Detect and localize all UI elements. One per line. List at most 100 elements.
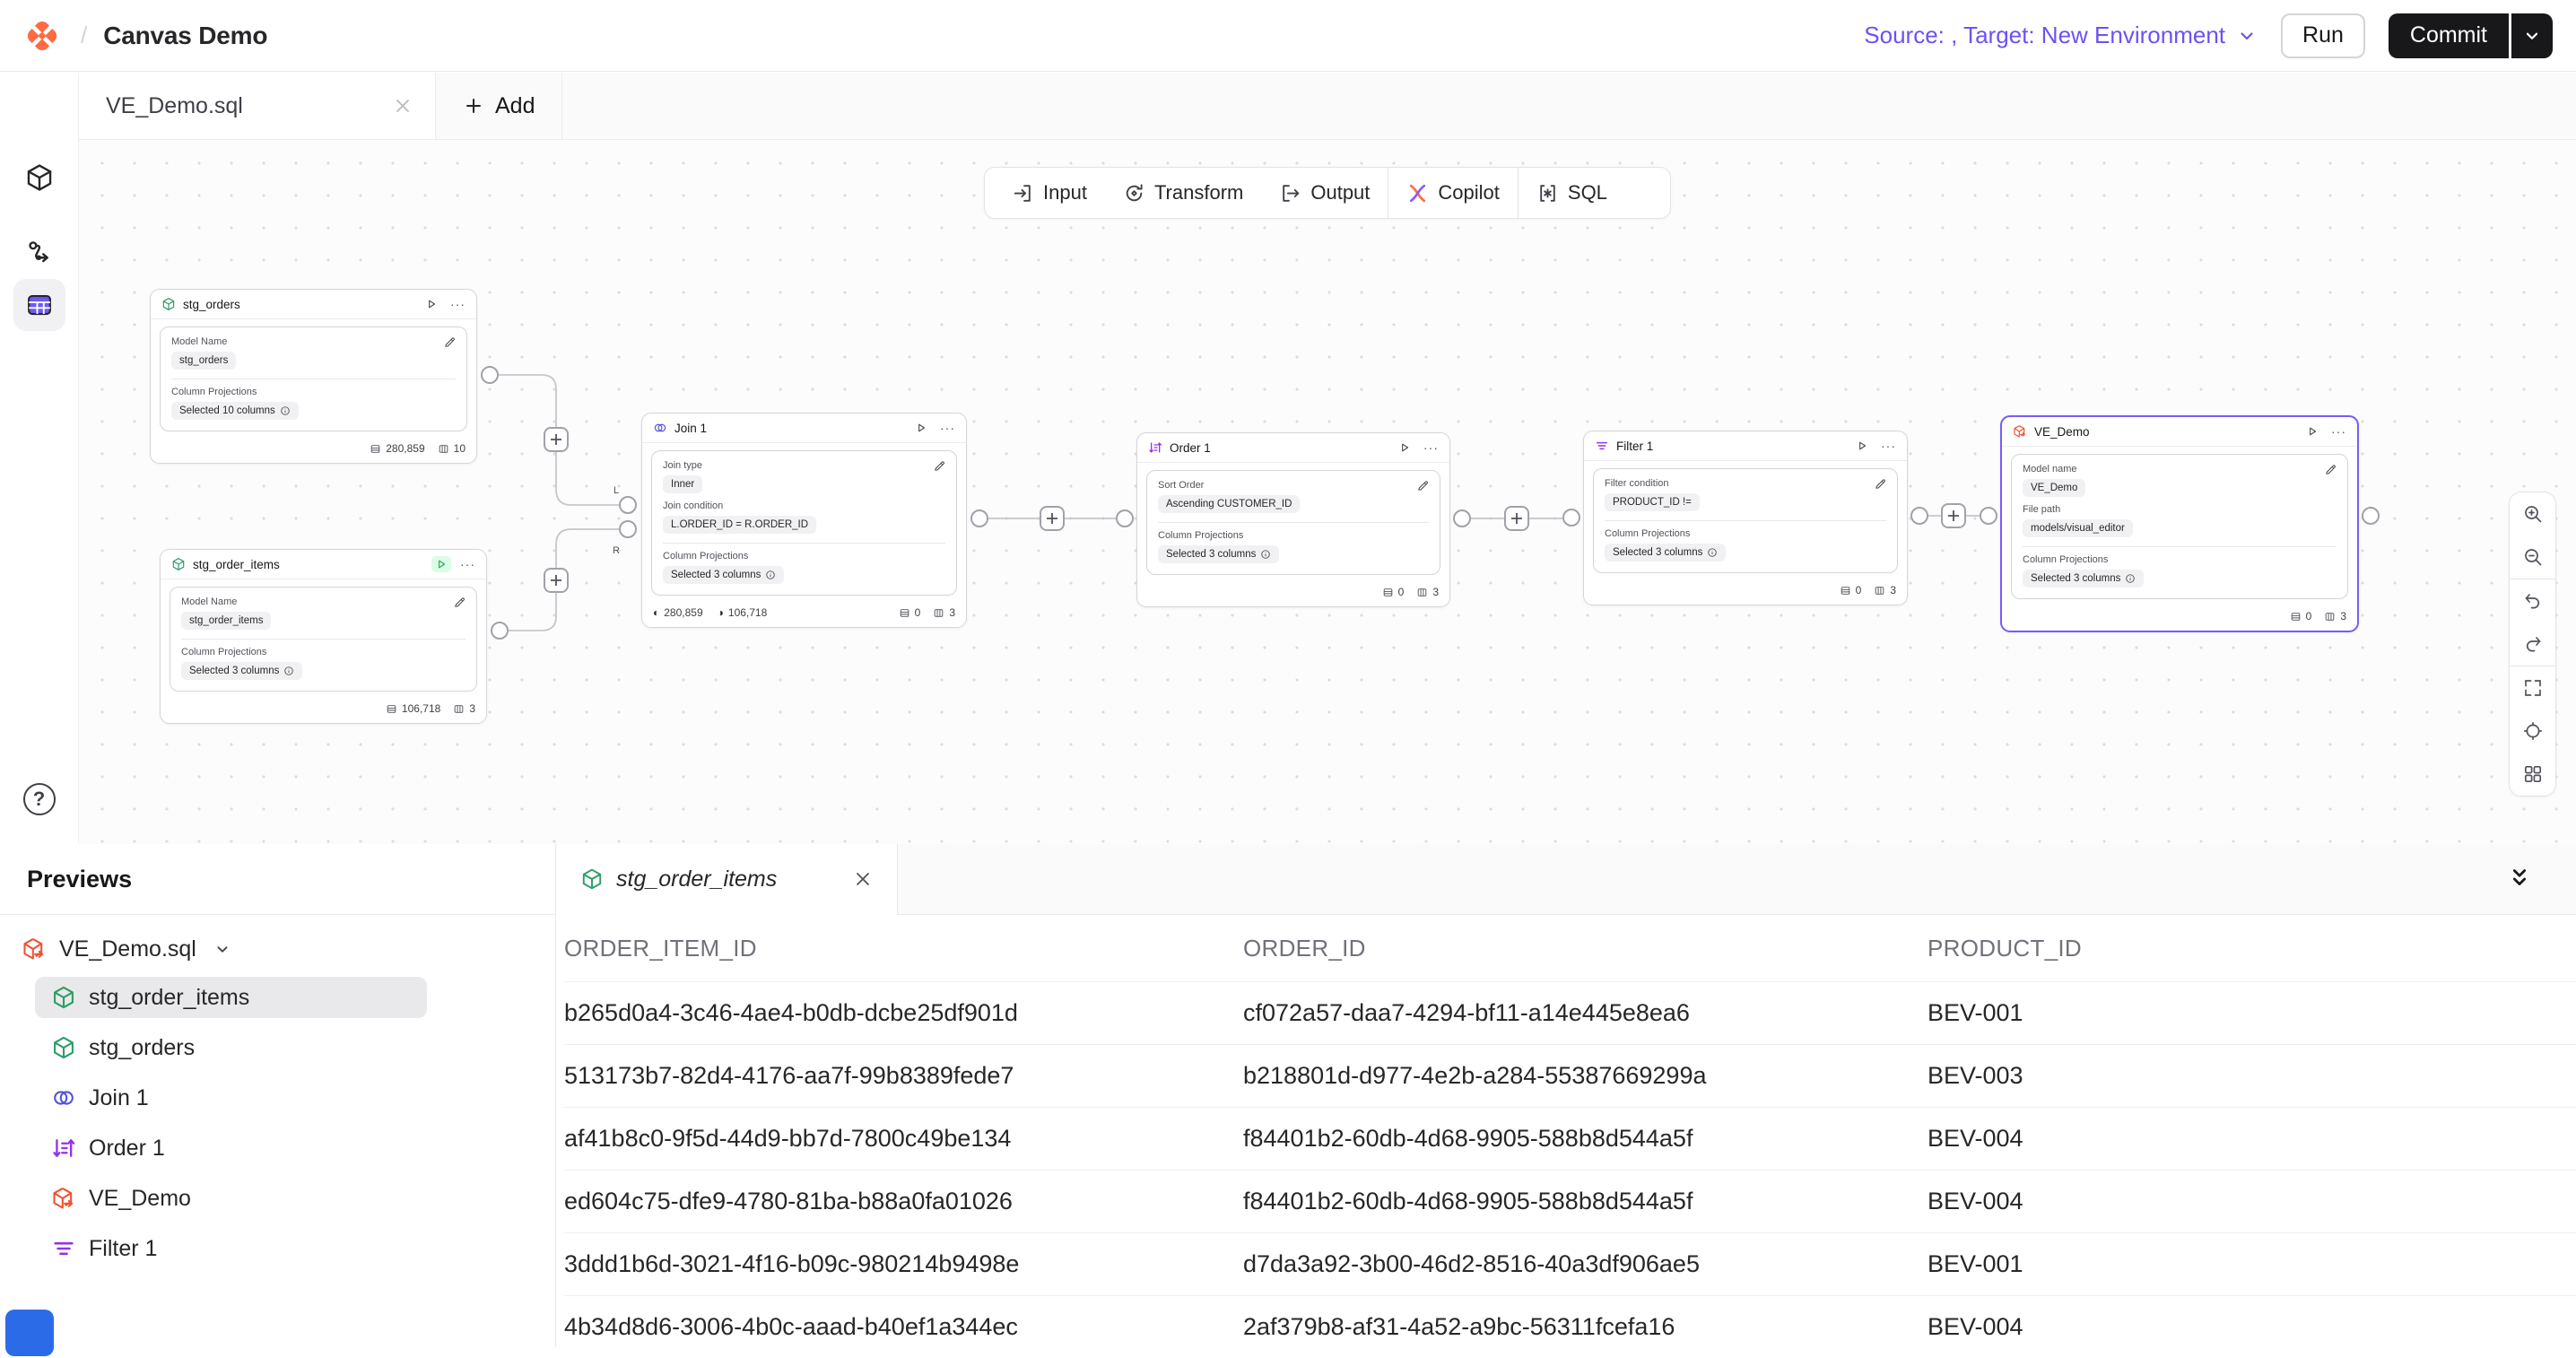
commit-split-button: Commit [2388, 13, 2553, 58]
tree-item-filter-1[interactable]: Filter 1 [0, 1223, 555, 1274]
field-value-chip[interactable]: models/visual_editor [2023, 519, 2133, 537]
canvas-node-filter-1[interactable]: Filter 1 ··· Filter condition PRODUCT_ID… [1583, 431, 1908, 605]
cube-icon [51, 985, 76, 1010]
field-value-chip[interactable]: Selected 3 columns [2023, 570, 2145, 588]
cell-order-id: 2af379b8-af31-4a52-a9bc-56311fcefa16 [1243, 1313, 1675, 1340]
zoom-in-icon[interactable] [2510, 492, 2555, 535]
commit-button[interactable]: Commit [2388, 13, 2509, 58]
tree-item-ve-demo[interactable]: VE_Demo [0, 1173, 555, 1223]
canvas[interactable]: L R Input Transform Output [79, 140, 2576, 844]
edit-icon[interactable] [2324, 463, 2337, 476]
field-value-chip[interactable]: Selected 10 columns [171, 402, 299, 420]
field-value-chip[interactable]: VE_Demo [2023, 479, 2086, 497]
add-node-on-edge-button[interactable] [544, 568, 569, 593]
tree-item-stg-orders[interactable]: stg_orders [0, 1023, 555, 1073]
tree-item-join-1[interactable]: Join 1 [0, 1073, 555, 1123]
column-header[interactable]: ORDER_ID [1243, 934, 1366, 962]
run-node-button[interactable] [1852, 438, 1872, 454]
node-title: Join 1 [674, 421, 708, 435]
toolbar-output-button[interactable]: Output [1261, 168, 1388, 218]
node-menu-button[interactable]: ··· [460, 557, 475, 571]
canvas-node-ve-demo[interactable]: VE_Demo ··· Model name VE_Demo File path… [2000, 415, 2359, 632]
cell-order-id: b218801d-d977-4e2b-a284-55387669299a [1243, 1062, 1707, 1089]
field-value-chip[interactable]: Selected 3 columns [1605, 544, 1727, 561]
field-value-chip[interactable]: Inner [663, 475, 703, 493]
run-node-button[interactable] [911, 420, 931, 436]
add-node-on-edge-button[interactable] [1040, 506, 1065, 531]
environment-selector[interactable]: Source: , Target: New Environment [1864, 22, 2258, 49]
run-node-button[interactable] [422, 296, 441, 312]
canvas-node-join-1[interactable]: Join 1 ··· Join type Inner Join conditio… [641, 413, 967, 628]
toolbar-copilot-button[interactable]: Copilot [1388, 168, 1517, 218]
locate-icon[interactable] [2510, 709, 2555, 753]
run-node-button[interactable] [431, 556, 451, 572]
commit-dropdown-button[interactable] [2511, 13, 2553, 58]
canvas-node-order-1[interactable]: Order 1 ··· Sort Order Ascending CUSTOME… [1136, 432, 1450, 607]
collapse-panel-double-chevron-icon[interactable] [2506, 866, 2533, 892]
edit-icon[interactable] [1874, 477, 1887, 491]
fullscreen-icon[interactable] [2510, 666, 2555, 709]
add-tab-button[interactable]: Add [436, 73, 563, 139]
preview-tab-stg-order-items[interactable]: stg_order_items [557, 843, 898, 915]
field-value-chip[interactable]: stg_orders [171, 352, 237, 370]
field-value-chip[interactable]: Selected 3 columns [181, 662, 303, 680]
toolbar-sql-button[interactable]: SQL [1519, 168, 1625, 218]
node-menu-button[interactable]: ··· [450, 297, 466, 311]
chat-launcher[interactable] [5, 1310, 54, 1356]
tree-item-stg-order-items[interactable]: stg_order_items [0, 972, 555, 1023]
add-node-on-edge-button[interactable] [1504, 506, 1529, 531]
toolbar-input-button[interactable]: Input [994, 168, 1105, 218]
edit-icon[interactable] [443, 335, 457, 349]
filter-icon [51, 1236, 76, 1261]
field-label: Sort Order [1158, 480, 1205, 491]
toolbar-divider [1517, 167, 1519, 219]
field-value-chip[interactable]: L.ORDER_ID = R.ORDER_ID [663, 516, 817, 534]
column-header[interactable]: ORDER_ITEM_ID [564, 934, 757, 962]
cell-order-item-id: 3ddd1b6d-3021-4f16-b09c-980214b9498e [564, 1250, 1020, 1277]
undo-icon[interactable] [2510, 579, 2555, 622]
node-menu-button[interactable]: ··· [1423, 440, 1439, 455]
node-menu-button[interactable]: ··· [1881, 439, 1896, 453]
field-value-chip[interactable]: Selected 3 columns [1158, 545, 1280, 563]
field-label: Column Projections [171, 387, 257, 397]
redo-icon[interactable] [2510, 622, 2555, 666]
column-count-stat: 10 [438, 442, 466, 455]
close-icon[interactable] [392, 95, 413, 117]
zoom-out-icon[interactable] [2510, 535, 2555, 579]
add-node-on-edge-button[interactable] [544, 427, 569, 452]
column-header[interactable]: PRODUCT_ID [1928, 934, 2083, 962]
tab-ve-demo-sql[interactable]: VE_Demo.sql [79, 73, 436, 139]
chevron-down-icon[interactable] [213, 939, 232, 959]
cell-order-item-id: b265d0a4-3c46-4ae4-b0db-dcbe25df901d [564, 999, 1018, 1026]
field-value-chip[interactable]: stg_order_items [181, 612, 272, 630]
node-menu-button[interactable]: ··· [940, 421, 955, 435]
previews-nav-table-icon[interactable] [13, 279, 65, 331]
field-value-chip[interactable]: Ascending CUSTOMER_ID [1158, 495, 1301, 513]
previews-panel: Previews VE_Demo.sql stg_order_items [0, 843, 2576, 1347]
tree-item-order-1[interactable]: Order 1 [0, 1123, 555, 1173]
run-node-button[interactable] [1395, 440, 1414, 456]
node-menu-button[interactable]: ··· [2331, 424, 2346, 439]
edit-icon[interactable] [453, 596, 466, 609]
help-icon[interactable]: ? [22, 783, 56, 815]
column-count-stat: 3 [2324, 610, 2346, 622]
run-button[interactable]: Run [2281, 13, 2365, 58]
models-nav-cube-icon[interactable] [24, 162, 55, 193]
node-title: VE_Demo [2034, 424, 2090, 439]
lineage-nav-icon[interactable] [24, 239, 55, 269]
cell-product-id: BEV-001 [1928, 1250, 2023, 1277]
edit-icon[interactable] [933, 459, 946, 473]
canvas-node-stg-order-items[interactable]: stg_order_items ··· Model Name stg_order… [160, 549, 487, 724]
canvas-node-stg-orders[interactable]: stg_orders ··· Model Name stg_orders Col… [150, 289, 477, 464]
grid-icon[interactable] [2510, 753, 2555, 796]
toolbar-transform-button[interactable]: Transform [1105, 168, 1261, 218]
close-icon[interactable] [852, 868, 874, 890]
field-label: Join condition [663, 501, 724, 511]
edit-icon[interactable] [1416, 479, 1430, 492]
field-value-chip[interactable]: PRODUCT_ID != [1605, 493, 1700, 511]
run-node-button[interactable] [2302, 423, 2322, 440]
field-value-chip[interactable]: Selected 3 columns [663, 566, 785, 584]
tree-root-ve-demo-sql[interactable]: VE_Demo.sql [0, 926, 555, 972]
add-node-on-edge-button[interactable] [1941, 503, 1966, 528]
left-input-rows-stat: ◐ 280,859 [653, 606, 703, 619]
